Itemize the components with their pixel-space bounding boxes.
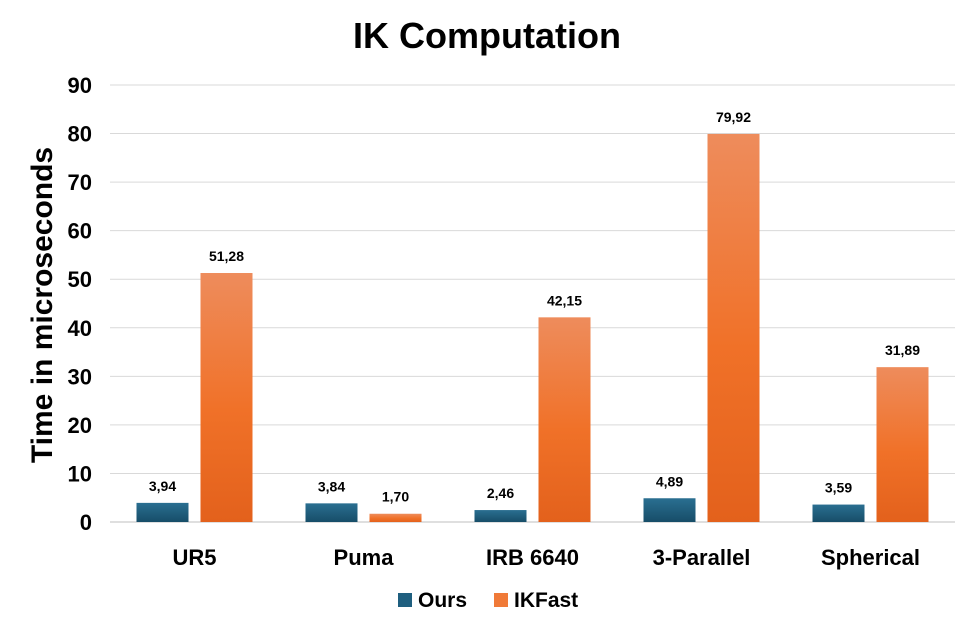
y-tick-label: 30 bbox=[68, 364, 92, 389]
bar-ikfast bbox=[369, 513, 422, 522]
y-tick-label: 60 bbox=[68, 219, 92, 244]
data-label: 79,92 bbox=[716, 109, 751, 125]
y-tick-label: 80 bbox=[68, 122, 92, 147]
bar-ours bbox=[812, 504, 865, 522]
data-label: 3,94 bbox=[149, 478, 176, 494]
data-label: 3,59 bbox=[825, 480, 852, 496]
chart-title: IK Computation bbox=[353, 15, 621, 56]
legend-label-ours: Ours bbox=[418, 589, 467, 612]
data-label: 3,84 bbox=[318, 478, 345, 494]
data-labels: 3,94 51,28 3,84 1,70 2,46 42,15 4,89 79,92 3,59 3… bbox=[149, 109, 920, 505]
bar-ours bbox=[643, 498, 696, 522]
legend-swatch-ours bbox=[398, 593, 412, 607]
bar-ikfast bbox=[707, 133, 760, 522]
y-tick-labels: 0 10 20 30 40 50 60 70 80 90 bbox=[68, 73, 92, 535]
data-label: 1,70 bbox=[382, 489, 409, 505]
legend: Ours IKFast bbox=[398, 589, 578, 612]
bar-ours bbox=[305, 503, 358, 522]
y-tick-label: 10 bbox=[68, 461, 92, 486]
y-axis-label: Time in microseconds bbox=[26, 147, 59, 463]
y-tick-label: 50 bbox=[68, 267, 92, 292]
data-label: 4,89 bbox=[656, 473, 683, 489]
data-label: 2,46 bbox=[487, 485, 514, 501]
x-tick-label: IRB 6640 bbox=[486, 545, 579, 570]
bar-ours bbox=[136, 502, 189, 522]
data-label: 42,15 bbox=[547, 292, 582, 308]
data-label: 51,28 bbox=[209, 248, 244, 264]
legend-label-ikfast: IKFast bbox=[514, 589, 578, 612]
bar-ours bbox=[474, 510, 527, 522]
y-tick-label: 0 bbox=[80, 510, 92, 535]
y-tick-label: 70 bbox=[68, 170, 92, 195]
y-tick-label: 40 bbox=[68, 316, 92, 341]
bar-ikfast bbox=[200, 273, 253, 522]
x-tick-label: Puma bbox=[334, 545, 395, 570]
x-tick-label: Spherical bbox=[821, 545, 920, 570]
y-tick-label: 90 bbox=[68, 73, 92, 98]
y-tick-label: 20 bbox=[68, 413, 92, 438]
legend-swatch-ikfast bbox=[494, 593, 508, 607]
x-tick-labels: UR5 Puma IRB 6640 3-Parallel Spherical bbox=[172, 545, 920, 570]
bars bbox=[136, 133, 929, 522]
x-tick-label: UR5 bbox=[172, 545, 216, 570]
bar-ikfast bbox=[876, 367, 929, 522]
data-label: 31,89 bbox=[885, 342, 920, 358]
x-tick-label: 3-Parallel bbox=[653, 545, 751, 570]
bar-ikfast bbox=[538, 317, 591, 522]
